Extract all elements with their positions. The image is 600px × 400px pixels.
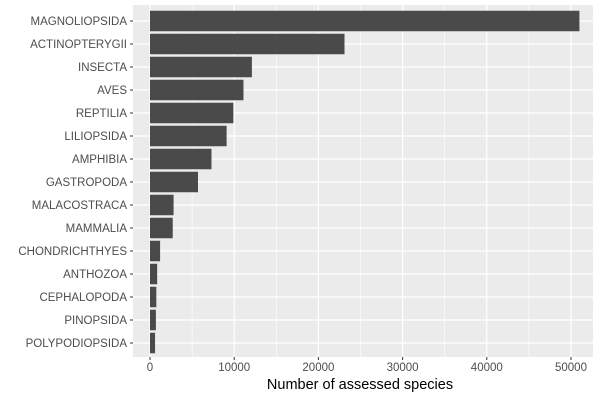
x-axis: 0 10000 20000 30000 40000 50000 [147, 357, 587, 374]
bar [150, 286, 157, 308]
bars [150, 10, 580, 354]
bar [150, 309, 156, 331]
bar [150, 148, 212, 170]
bar [150, 171, 198, 193]
category-label: POLYPODIOPSIDA [26, 338, 128, 350]
x-tick-label: 50000 [555, 362, 587, 374]
category-label: GASTROPODA [46, 177, 127, 189]
x-tick-label: 40000 [471, 362, 503, 374]
y-axis: MAGNOLIOPSIDA ACTINOPTERYGII INSECTA AVES RE… [18, 16, 133, 350]
category-label: LILIOPSIDA [64, 131, 127, 143]
bar [150, 332, 156, 354]
x-tick-label: 0 [147, 362, 153, 374]
bar [150, 125, 227, 147]
x-tick-label: 10000 [218, 362, 250, 374]
bar [150, 263, 158, 285]
major-gridlines [133, 5, 593, 357]
category-label: ANTHOZOA [63, 269, 127, 281]
bar [150, 79, 244, 101]
bar [150, 10, 580, 32]
category-label: PINOPSIDA [64, 315, 127, 327]
category-label: INSECTA [78, 62, 127, 74]
x-tick-label: 20000 [302, 362, 334, 374]
bar [150, 217, 173, 239]
bar [150, 240, 161, 262]
category-label: ACTINOPTERYGII [30, 39, 127, 51]
category-label: AMPHIBIA [72, 154, 127, 166]
category-label: CEPHALOPODA [39, 292, 127, 304]
category-label: CHONDRICHTHYES [18, 246, 127, 258]
bar [150, 33, 345, 55]
bar [150, 194, 174, 216]
bar [150, 102, 234, 124]
category-label: MALACOSTRACA [32, 200, 128, 212]
category-label: MAMMALIA [66, 223, 128, 235]
bar [150, 56, 252, 78]
category-label: AVES [97, 85, 127, 97]
x-axis-title: Number of assessed species [267, 377, 453, 393]
category-label: MAGNOLIOPSIDA [31, 16, 128, 28]
category-label: REPTILIA [76, 108, 127, 120]
x-tick-label: 30000 [387, 362, 419, 374]
